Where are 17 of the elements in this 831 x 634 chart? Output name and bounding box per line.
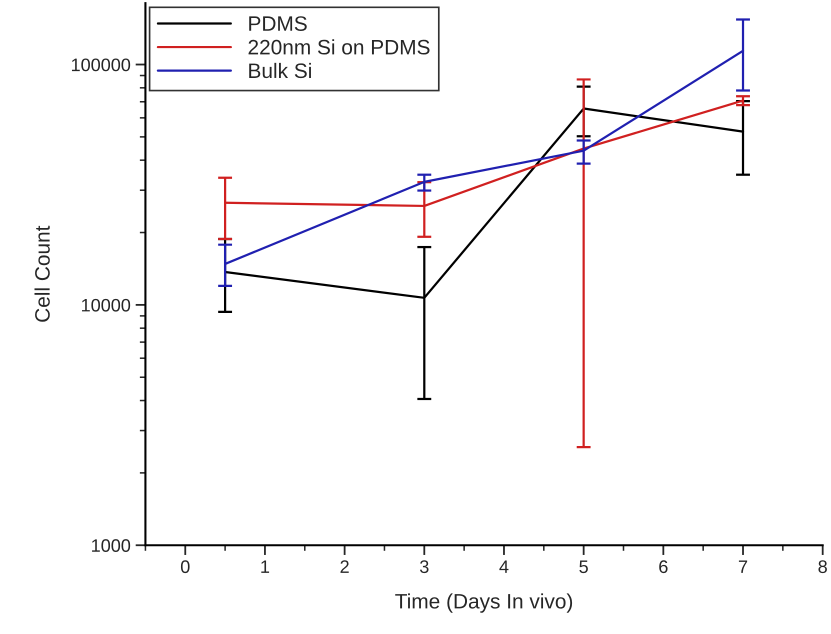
legend-label: PDMS — [249, 16, 307, 31]
legend-label: Bulk Si — [249, 62, 311, 78]
y-tick-label: 10000 — [82, 298, 130, 312]
x-tick-label: 5 — [579, 560, 588, 574]
x-tick-label: 0 — [180, 560, 190, 574]
x-tick-label: 4 — [499, 560, 508, 573]
y-axis-title: Cell Count — [34, 226, 50, 322]
legend-label: 220nm Si on PDMS — [248, 39, 430, 55]
x-tick-label: 6 — [659, 560, 668, 574]
x-tick-label: 7 — [738, 560, 748, 573]
x-tick-label: 2 — [340, 560, 349, 573]
y-tick-label: 100000 — [72, 58, 130, 72]
x-tick-label: 8 — [818, 560, 827, 574]
y-tick-label: 1000 — [92, 539, 130, 552]
x-tick-label: 3 — [420, 560, 429, 574]
x-tick-label: 1 — [261, 560, 270, 573]
x-axis-title: Time (Days In vivo) — [395, 593, 572, 613]
